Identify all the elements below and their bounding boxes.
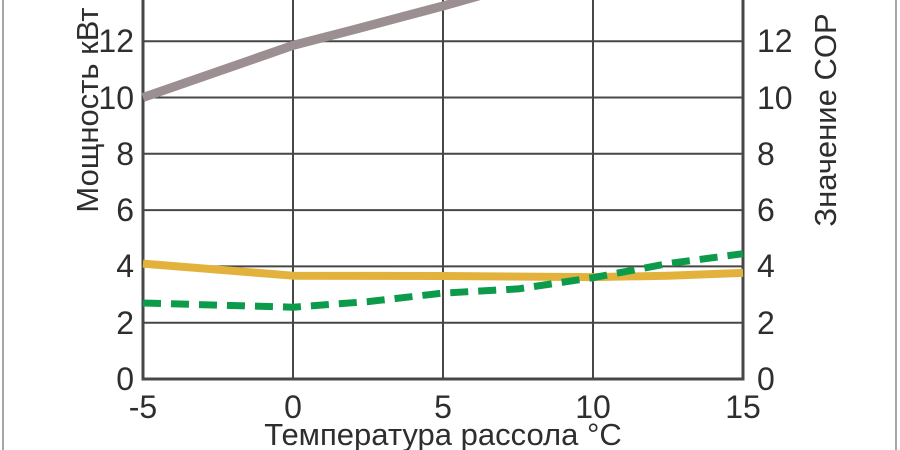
series-green-dashed-line xyxy=(142,250,744,311)
y-tick-label-left-12: 12 xyxy=(98,23,134,60)
x-tick-label-10: 10 xyxy=(575,389,611,425)
x-tick-label-0: 0 xyxy=(284,389,302,425)
y-axis-title-left: Мощность кВт xyxy=(70,7,105,213)
page-left-border xyxy=(2,0,4,450)
y-tick-label-left-0: 0 xyxy=(116,361,134,397)
y-axis-title-right: Значение COP xyxy=(808,13,843,227)
y-tick-label-left-6: 6 xyxy=(116,192,134,229)
series-gray-line xyxy=(141,0,481,102)
y-tick-label-left-4: 4 xyxy=(116,248,134,285)
y-tick-label-right-10: 10 xyxy=(757,79,793,116)
y-tick-label-right-4: 4 xyxy=(757,248,775,285)
y-tick-label-right-6: 6 xyxy=(757,192,775,229)
y-tick-label-left-8: 8 xyxy=(116,135,134,172)
y-tick-label-left-2: 2 xyxy=(116,304,134,341)
series-yellow-line xyxy=(142,259,744,282)
x-tick-label-15: 15 xyxy=(725,389,761,425)
page-right-border xyxy=(895,0,897,450)
x-tick-label--5: -5 xyxy=(128,389,158,425)
y-tick-label-left-10: 10 xyxy=(98,79,134,116)
x-tick-label-5: 5 xyxy=(434,389,452,425)
y-tick-label-right-2: 2 xyxy=(757,304,775,341)
y-tick-label-right-0: 0 xyxy=(757,361,775,397)
x-axis-title: Температура рассола °C xyxy=(264,417,622,450)
y-tick-label-right-12: 12 xyxy=(757,23,793,60)
y-tick-label-right-8: 8 xyxy=(757,135,775,172)
